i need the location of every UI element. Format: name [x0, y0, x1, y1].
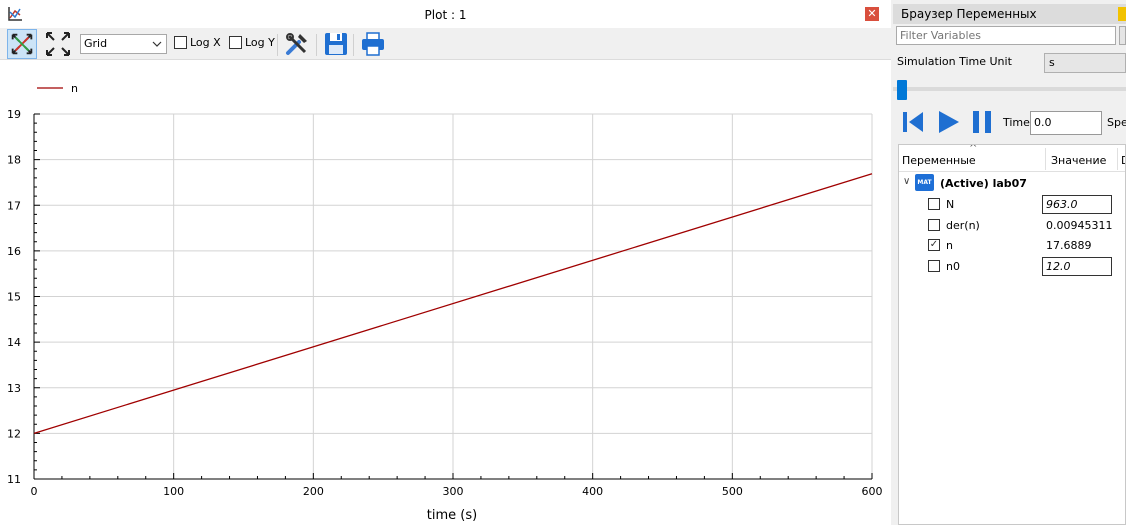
time-input[interactable]: 0.0: [1030, 111, 1102, 135]
variable-value: 17.6889: [1046, 239, 1092, 252]
sort-indicator-icon: ^: [969, 144, 978, 154]
time-slider-track[interactable]: [893, 87, 1126, 91]
model-row[interactable]: ∨ MAT (Active) lab07: [899, 173, 1125, 193]
x-tick-label: 600: [862, 485, 883, 498]
y-tick-label: 14: [7, 336, 21, 349]
tools-icon[interactable]: [282, 29, 312, 59]
grid-select-value: Grid: [84, 37, 108, 50]
variables-tree[interactable]: ^ Переменные Значение D ∨ MAT (Active) l…: [898, 144, 1126, 525]
variable-row[interactable]: der(n) 0.00945311: [899, 215, 1125, 235]
variable-row[interactable]: N 963.0: [899, 194, 1125, 214]
variable-name: n0: [946, 259, 960, 273]
chevron-down-icon: [152, 41, 162, 47]
mat-file-icon: MAT: [915, 174, 934, 191]
series-line-n[interactable]: [33, 173, 873, 434]
rewind-icon[interactable]: [899, 108, 927, 136]
plot-area[interactable]: 0 100 200 300 400 500 600 11 12 13 14 15 16 17 18 19 tim…: [0, 60, 891, 525]
pin-icon[interactable]: [1118, 7, 1126, 21]
y-tick-label: 19: [7, 108, 21, 121]
variable-row[interactable]: n0 12.0: [899, 256, 1125, 276]
pause-icon[interactable]: [968, 108, 996, 136]
variable-checkbox[interactable]: [928, 198, 940, 210]
plot-title: Plot : 1: [424, 8, 467, 22]
y-tick-label: 16: [7, 245, 21, 258]
header-description[interactable]: D: [1121, 154, 1125, 167]
header-separator: [1117, 148, 1118, 170]
plot-titlebar: Plot : 1 ✕: [0, 0, 891, 28]
variable-value: 0.00945311: [1046, 218, 1113, 232]
y-tick-label: 18: [7, 154, 21, 167]
x-axis-label: time (s): [427, 508, 477, 523]
x-tick-label: 300: [443, 485, 464, 498]
header-value[interactable]: Значение: [1051, 154, 1107, 167]
variable-name: N: [946, 198, 955, 211]
x-tick-label: 400: [582, 485, 603, 498]
log-y-checkbox[interactable]: [229, 36, 242, 49]
sim-time-unit-select[interactable]: s: [1044, 53, 1126, 73]
variable-name: n: [946, 239, 953, 252]
y-tick-label: 11: [7, 473, 21, 486]
log-x-label: Log X: [190, 36, 221, 49]
plot-app-icon: [8, 7, 22, 21]
chevron-down-icon[interactable]: ∨: [903, 176, 911, 187]
expand-icon[interactable]: [43, 29, 73, 59]
model-name: (Active) lab07: [940, 177, 1027, 190]
variable-row[interactable]: ✓ n 17.6889: [899, 235, 1125, 255]
variable-checkbox[interactable]: [928, 259, 940, 272]
variable-value-input[interactable]: 963.0: [1042, 195, 1112, 214]
tree-headers: ^ Переменные Значение D: [899, 144, 1125, 172]
toolbar-separator: [353, 34, 354, 56]
filter-options-button[interactable]: [1119, 26, 1126, 45]
fit-in-view-icon[interactable]: [7, 29, 37, 59]
time-label: Time:: [1003, 116, 1034, 129]
x-tick-label: 200: [303, 485, 324, 498]
x-tick-label: 100: [163, 485, 184, 498]
variable-checkbox[interactable]: ✓: [928, 239, 940, 251]
toolbar-separator: [316, 34, 317, 56]
y-tick-label: 17: [7, 199, 21, 212]
y-tick-label: 15: [7, 291, 21, 304]
plot-window: Plot : 1 ✕ Grid Log X Log Y: [0, 0, 891, 525]
header-separator: [1045, 148, 1046, 170]
log-x-checkbox[interactable]: [174, 36, 187, 49]
sim-time-unit-label: Simulation Time Unit: [897, 55, 1012, 68]
x-tick-label: 500: [722, 485, 743, 498]
close-icon[interactable]: ✕: [865, 7, 879, 21]
variable-value-input[interactable]: 12.0: [1042, 256, 1112, 276]
print-icon[interactable]: [358, 29, 388, 59]
plot-toolbar: Grid Log X Log Y: [0, 28, 891, 60]
play-icon[interactable]: [934, 108, 962, 136]
legend-label[interactable]: n: [71, 82, 78, 95]
y-tick-label: 13: [7, 382, 21, 395]
log-y-label: Log Y: [245, 36, 275, 49]
grid-select[interactable]: Grid: [80, 34, 167, 54]
toolbar-separator: [277, 34, 278, 56]
variable-checkbox[interactable]: [928, 218, 940, 231]
save-icon[interactable]: [321, 29, 351, 59]
line-chart[interactable]: 0 100 200 300 400 500 600 11 12 13 14 15 16 17 18 19 tim…: [0, 60, 891, 525]
variables-browser: Браузер Переменных Simulation Time Unit …: [893, 0, 1126, 525]
header-variables[interactable]: Переменные: [902, 154, 976, 167]
variables-browser-title: Браузер Переменных: [893, 4, 1126, 24]
time-slider-handle[interactable]: [897, 80, 907, 100]
y-tick-label: 12: [7, 427, 21, 440]
x-tick-label: 0: [31, 485, 38, 498]
filter-variables-input[interactable]: [896, 26, 1116, 45]
variable-name: der(n): [946, 218, 980, 232]
speed-label: Spe: [1107, 116, 1126, 129]
